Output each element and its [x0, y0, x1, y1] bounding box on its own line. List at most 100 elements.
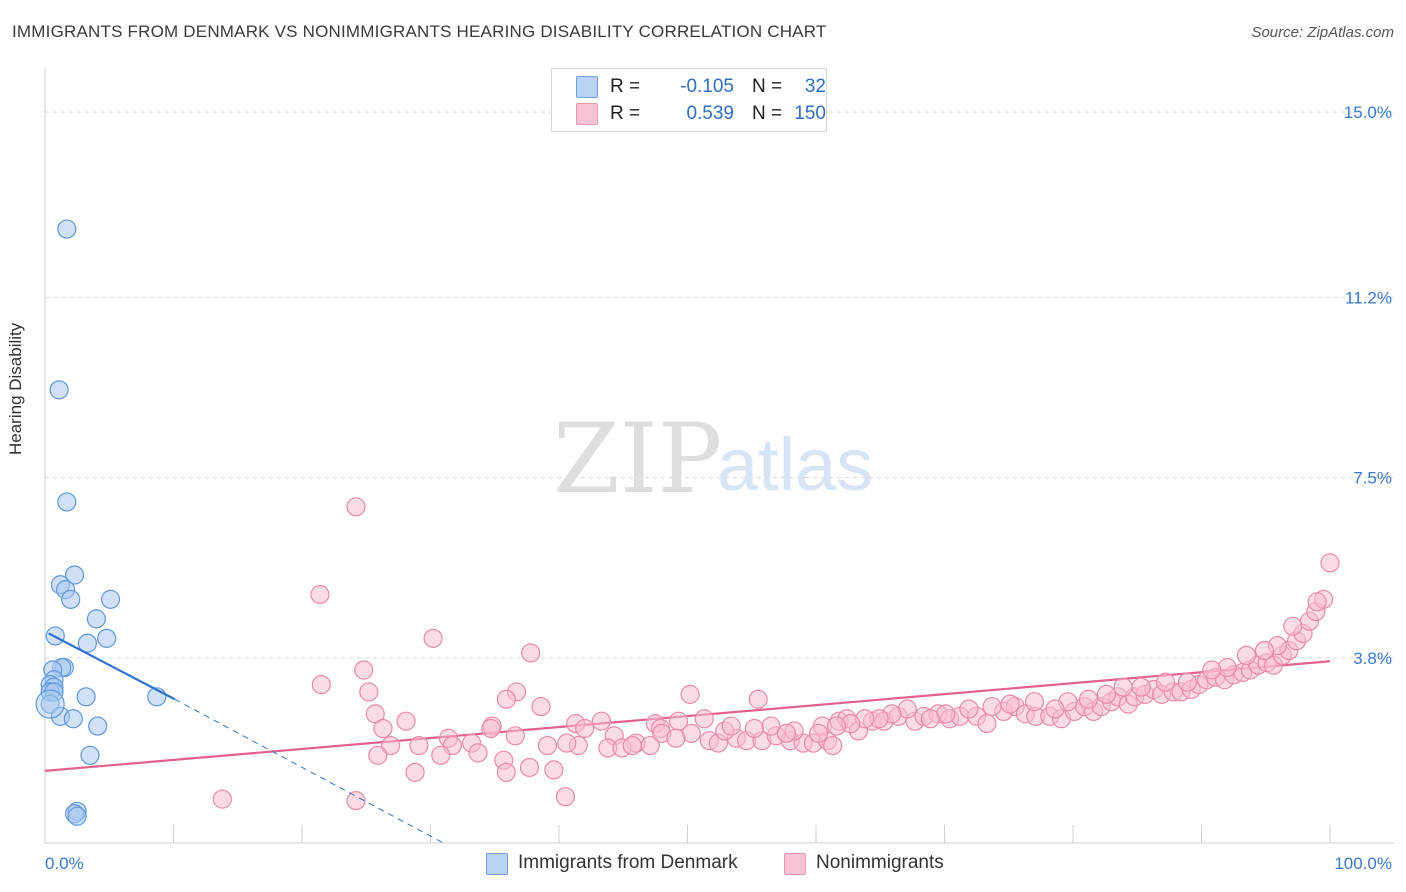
point-nonimmigrants: [381, 735, 401, 756]
point-nonimmigrants: [346, 497, 366, 517]
point-immigrants-from-denmark: [63, 709, 83, 729]
point-nonimmigrants: [640, 735, 660, 756]
point-nonimmigrants: [368, 745, 388, 765]
tick-labels: 3.8% 7.5% 11.2% 15.0% 0.0% 100.0%: [45, 103, 1392, 873]
point-nonimmigrants: [1045, 699, 1065, 719]
point-nonimmigrants: [346, 791, 366, 811]
point-nonimmigrants: [680, 684, 700, 704]
point-nonimmigrants: [666, 728, 686, 748]
legend-n-value: 32: [804, 76, 826, 97]
point-nonimmigrants: [1236, 645, 1257, 666]
watermark-zip: ZIP: [553, 403, 722, 515]
grid-lines: [45, 111, 1394, 659]
point-immigrants-from-denmark: [57, 492, 77, 512]
point-nonimmigrants: [557, 733, 577, 753]
source-label: Source: ZipAtlas.com: [1251, 24, 1394, 41]
point-nonimmigrants: [920, 709, 940, 729]
trend-line-blue-extension: [174, 698, 444, 844]
point-immigrants-from-denmark: [100, 589, 121, 609]
point-nonimmigrants: [555, 787, 576, 807]
point-nonimmigrants: [1024, 692, 1045, 712]
point-nonimmigrants: [694, 709, 714, 729]
legend-swatch-pink: [576, 103, 598, 125]
legend-n-label: N =: [752, 76, 783, 97]
point-immigrants-from-denmark: [80, 745, 100, 765]
y-tick-label: 3.8%: [1353, 649, 1392, 668]
trend-line-immigrants-from-denmark: [48, 632, 444, 844]
point-nonimmigrants: [748, 689, 768, 709]
point-nonimmigrants: [373, 718, 393, 739]
point-nonimmigrants: [521, 643, 541, 663]
y-tick-label: 11.2%: [1345, 288, 1392, 307]
bottom-legend-swatch-pink: [784, 853, 806, 875]
point-nonimmigrants: [977, 714, 997, 734]
trend-line-pink: [44, 660, 1331, 772]
point-nonimmigrants: [1000, 694, 1020, 714]
x-tick-label-min: 0.0%: [45, 854, 84, 873]
point-nonimmigrants: [468, 743, 488, 763]
point-nonimmigrants: [1078, 689, 1099, 709]
point-nonimmigrants: [622, 735, 642, 756]
bottom-legend-label-denmark: Immigrants from Denmark: [518, 852, 738, 873]
point-nonimmigrants: [405, 762, 425, 782]
point-nonimmigrants: [1307, 592, 1327, 612]
point-nonimmigrants: [1283, 616, 1303, 636]
point-nonimmigrants: [721, 716, 741, 736]
x-tick-label-max: 100.0%: [1334, 854, 1392, 873]
axes: [44, 68, 1394, 844]
point-nonimmigrants: [409, 735, 429, 756]
legend-r-value: 0.539: [686, 103, 734, 124]
watermark-atlas: atlas: [717, 423, 873, 506]
point-nonimmigrants: [826, 716, 847, 736]
point-nonimmigrants: [396, 711, 416, 731]
point-immigrants-from-denmark: [49, 380, 69, 400]
point-nonimmigrants: [1155, 672, 1176, 692]
bottom-legend-swatch-blue: [486, 853, 508, 875]
point-nonimmigrants: [531, 696, 551, 717]
trend-line-blue: [48, 632, 176, 701]
point-nonimmigrants: [544, 760, 564, 780]
point-nonimmigrants: [744, 718, 764, 739]
point-immigrants-from-denmark: [86, 609, 107, 629]
point-nonimmigrants: [496, 689, 516, 709]
point-immigrants-from-denmark: [88, 716, 108, 736]
point-nonimmigrants: [776, 723, 797, 743]
point-nonimmigrants: [310, 584, 330, 605]
point-immigrants-from-denmark: [67, 806, 87, 826]
point-nonimmigrants: [575, 718, 595, 739]
point-immigrants-from-denmark: [76, 687, 96, 707]
point-nonimmigrants: [823, 735, 843, 756]
points-immigrants-from-denmark: [35, 219, 167, 826]
legend-n-label: N =: [752, 103, 783, 124]
point-immigrants-from-denmark: [35, 689, 65, 719]
point-nonimmigrants: [359, 682, 379, 702]
point-nonimmigrants: [982, 696, 1002, 717]
point-nonimmigrants: [1202, 660, 1222, 680]
point-nonimmigrants: [481, 718, 501, 739]
point-nonimmigrants: [1131, 677, 1151, 697]
point-immigrants-from-denmark: [57, 219, 77, 239]
point-nonimmigrants: [1254, 640, 1275, 661]
legend-n-value: 150: [794, 103, 826, 124]
point-nonimmigrants: [1177, 672, 1197, 692]
point-nonimmigrants: [591, 711, 612, 731]
point-immigrants-from-denmark: [77, 633, 98, 653]
legend-r-label: R =: [610, 103, 641, 124]
y-tick-label: 7.5%: [1353, 469, 1392, 488]
point-nonimmigrants: [212, 789, 232, 809]
point-nonimmigrants: [354, 660, 374, 680]
correlation-legend: R = -0.105 N = 32 R = 0.539 N = 150: [551, 68, 827, 132]
point-nonimmigrants: [519, 757, 540, 778]
points-nonimmigrants: [212, 497, 1340, 811]
point-nonimmigrants: [1096, 684, 1117, 704]
y-axis-label: Hearing Disability: [6, 322, 25, 455]
point-nonimmigrants: [537, 735, 558, 756]
point-immigrants-from-denmark: [97, 628, 117, 648]
point-immigrants-from-denmark: [40, 694, 60, 714]
legend-r-label: R =: [610, 76, 641, 97]
legend-swatch-blue: [576, 76, 598, 98]
point-nonimmigrants: [1320, 553, 1340, 573]
trend-line-nonimmigrants: [44, 660, 1331, 772]
point-nonimmigrants: [496, 762, 516, 782]
